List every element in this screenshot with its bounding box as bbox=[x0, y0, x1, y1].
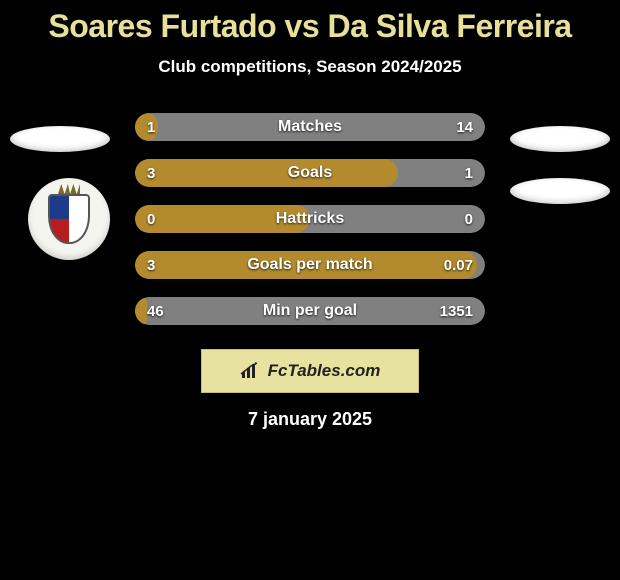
value-left: 1 bbox=[147, 113, 155, 141]
value-left: 3 bbox=[147, 159, 155, 187]
page-title: Soares Furtado vs Da Silva Ferreira bbox=[0, 8, 620, 45]
stat-rows: 114Matches31Goals00Hattricks30.07Goals p… bbox=[135, 113, 485, 325]
bar-right bbox=[135, 113, 485, 141]
value-right: 0.07 bbox=[444, 251, 473, 279]
stat-row: 461351Min per goal bbox=[135, 297, 485, 325]
value-right: 1351 bbox=[440, 297, 473, 325]
player-left-placeholder-icon bbox=[10, 126, 110, 152]
bar-left bbox=[135, 251, 477, 279]
stat-row: 114Matches bbox=[135, 113, 485, 141]
stat-row: 30.07Goals per match bbox=[135, 251, 485, 279]
bar-left bbox=[135, 159, 398, 187]
subtitle: Club competitions, Season 2024/2025 bbox=[0, 57, 620, 77]
club-right-placeholder-icon bbox=[510, 178, 610, 204]
club-left-crest-icon bbox=[28, 178, 110, 260]
bar-left bbox=[135, 297, 147, 325]
brand-box: FcTables.com bbox=[201, 349, 419, 393]
value-left: 0 bbox=[147, 205, 155, 233]
player-right-placeholder-icon bbox=[510, 126, 610, 152]
value-left: 46 bbox=[147, 297, 164, 325]
bar-right bbox=[135, 297, 485, 325]
value-right: 0 bbox=[465, 205, 473, 233]
brand-text: FcTables.com bbox=[268, 361, 381, 381]
stat-row: 31Goals bbox=[135, 159, 485, 187]
bar-left bbox=[135, 205, 310, 233]
bar-chart-icon bbox=[240, 362, 262, 380]
value-right: 14 bbox=[456, 113, 473, 141]
date: 7 january 2025 bbox=[0, 409, 620, 430]
value-left: 3 bbox=[147, 251, 155, 279]
stat-row: 00Hattricks bbox=[135, 205, 485, 233]
value-right: 1 bbox=[465, 159, 473, 187]
